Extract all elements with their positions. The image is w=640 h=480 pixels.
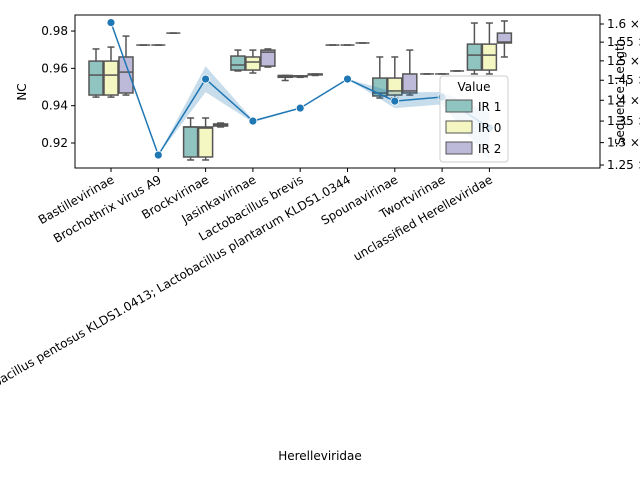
y2-tick-label: 1.55 × 10⁵	[607, 35, 640, 49]
y2-tick-label: 1.4 × 10⁵	[607, 93, 640, 107]
box	[197, 126, 214, 158]
y-tick-label: 0.96	[41, 61, 68, 75]
box	[182, 126, 199, 158]
box	[372, 77, 388, 97]
x-axis-label: Herelleviridae	[278, 449, 362, 463]
line-marker	[295, 103, 305, 113]
legend-label: IR 0	[478, 121, 501, 135]
line-marker	[248, 116, 258, 126]
box	[260, 49, 276, 67]
legend-swatch	[445, 99, 473, 113]
box	[496, 32, 513, 44]
box	[466, 43, 483, 71]
legend-swatch	[445, 141, 473, 155]
y-tick-label: 0.98	[41, 24, 68, 38]
line-marker	[390, 96, 400, 106]
line-marker	[343, 74, 352, 84]
legend-swatch	[445, 120, 473, 134]
y2-tick-label: 1.45 × 10⁵	[607, 73, 640, 87]
line-marker	[153, 150, 163, 160]
legend: Value IR 1 IR 0 IR 2	[439, 75, 509, 163]
y2-axis-label: Sequence_Length	[613, 39, 627, 146]
y-axis-label: NC	[15, 83, 29, 100]
box	[103, 60, 119, 96]
line-marker	[106, 18, 116, 27]
y2-tick-label: 1.5 × 10⁵	[607, 54, 640, 68]
legend-label: IR 1	[478, 100, 501, 114]
box	[402, 73, 418, 94]
y2-tick-label: 1.3 × 10⁵	[607, 136, 640, 150]
y2-tick-label: 1.25 × 10⁵	[607, 158, 640, 172]
box	[88, 60, 104, 96]
y2-tick-label: 1.6 × 10⁵	[607, 17, 640, 31]
line-marker	[201, 74, 211, 84]
y2-tick-label: 1.35 × 10⁵	[607, 114, 640, 128]
legend-label: IR 2	[478, 142, 501, 156]
box	[481, 43, 498, 71]
plot-frame	[74, 14, 601, 169]
line	[110, 22, 490, 157]
y-tick-label: 0.94	[41, 99, 68, 113]
box	[245, 56, 261, 71]
legend-title: Value	[458, 80, 491, 94]
box	[230, 55, 246, 71]
legend-frame	[439, 75, 509, 163]
y-tick-label: 0.92	[41, 136, 68, 150]
box	[118, 56, 134, 94]
